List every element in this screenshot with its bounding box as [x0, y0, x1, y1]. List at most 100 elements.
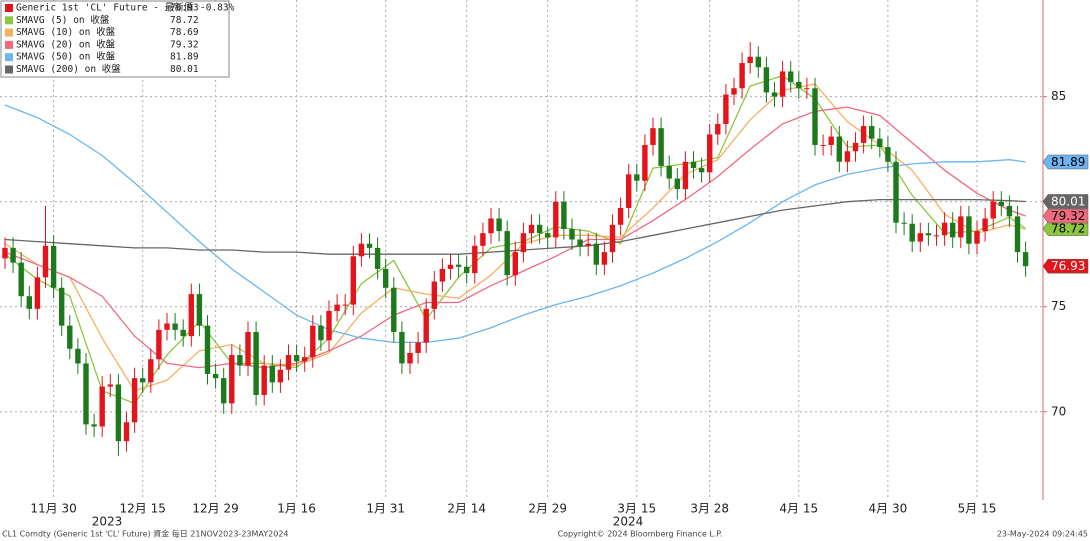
candle-body — [221, 378, 227, 404]
candle-body — [966, 216, 972, 244]
candle-body — [91, 424, 97, 427]
candle-body — [2, 247, 8, 259]
tag-box — [1042, 258, 1089, 274]
legend-label: SMAVG (200) on 收盤 — [16, 63, 121, 75]
candle-body — [788, 71, 794, 82]
x-tick-label: 4月 15 — [779, 502, 818, 516]
candle-body — [148, 359, 154, 383]
candle-body — [820, 144, 826, 146]
candle-body — [431, 281, 437, 309]
year-label: 2023 — [92, 515, 123, 529]
candle-body — [796, 81, 802, 89]
tag-label: 78.72 — [1051, 222, 1085, 236]
tag-box — [1042, 194, 1089, 209]
candle-body — [504, 231, 510, 276]
x-tick-label: 2月 29 — [528, 502, 567, 516]
candle-body — [950, 222, 956, 238]
legend-swatch — [5, 28, 13, 37]
candle-body — [269, 365, 275, 383]
candle-body — [383, 268, 389, 288]
candle-body — [140, 378, 146, 383]
candle-body — [917, 233, 923, 242]
tag-box — [1042, 208, 1089, 224]
candle-body — [107, 384, 113, 387]
candle-body — [634, 174, 640, 181]
candle-body — [180, 329, 186, 337]
candle-body — [674, 178, 680, 190]
candle-body — [941, 222, 948, 236]
footer-right: 23-May-2024 09:24:45 — [997, 530, 1088, 539]
candle-body — [739, 63, 745, 89]
candle-body — [188, 294, 194, 337]
candle-body — [488, 218, 494, 234]
candle-body — [496, 218, 502, 232]
tag-label: 76.93 — [1051, 259, 1085, 273]
y-tick-label: 70 — [1051, 404, 1066, 418]
legend-box — [0, 0, 230, 78]
candle-body — [601, 252, 608, 265]
candle-body — [852, 142, 859, 152]
candle-body — [617, 207, 624, 225]
candle-body — [1014, 216, 1021, 253]
candle-body — [83, 363, 89, 425]
candle-body — [561, 201, 567, 229]
candle-body — [318, 325, 324, 341]
candle-body — [609, 224, 616, 253]
candle-body — [998, 201, 1004, 206]
candle-body — [925, 233, 932, 236]
candle-body — [682, 161, 689, 190]
year-label: 2024 — [613, 515, 644, 529]
legend-label: SMAVG (50) on 收盤 — [16, 51, 116, 63]
candle-body — [860, 126, 867, 143]
candle-body — [99, 386, 105, 427]
candle-body — [293, 355, 300, 362]
candle-body — [172, 323, 178, 330]
candle-body — [131, 378, 138, 423]
legend-label: SMAVG (10) on 收盤 — [16, 26, 116, 38]
candle-body — [812, 88, 818, 145]
candle-body — [455, 264, 462, 267]
legend-label: SMAVG (20) on 收盤 — [16, 38, 116, 50]
candle-body — [893, 161, 899, 223]
marks — [2, 42, 1029, 456]
candle-body — [690, 161, 697, 169]
candle-body — [1006, 205, 1013, 217]
legend-swatch — [5, 40, 13, 49]
tag-label: 79.32 — [1051, 209, 1085, 223]
candle-body — [374, 247, 381, 269]
candle-body — [958, 216, 964, 238]
legend-value: 80.01 — [170, 64, 199, 75]
candle-body — [974, 231, 980, 244]
candle-body — [59, 287, 65, 326]
candle-body — [731, 88, 737, 95]
candle-body — [164, 323, 170, 330]
candle-body — [366, 243, 373, 248]
candle-body — [779, 71, 786, 97]
candle-body — [439, 268, 446, 282]
ma-line — [4, 106, 1026, 369]
x-tick-label: 3月 15 — [617, 502, 656, 516]
candle-body — [334, 304, 340, 311]
x-tick-label: 4月 30 — [869, 502, 908, 516]
x-tick-label: 12月 29 — [192, 502, 238, 516]
x-tick-label: 1月 31 — [366, 502, 405, 516]
candle-body — [909, 223, 915, 242]
tag-box — [1042, 154, 1089, 170]
candle-body — [326, 310, 332, 341]
candle-body — [245, 331, 251, 366]
tag-label: 80.01 — [1051, 194, 1085, 208]
x-tick-label: 3月 28 — [690, 502, 729, 516]
candle-body — [933, 235, 940, 237]
candle-body — [755, 56, 761, 68]
candle-body — [261, 365, 267, 395]
candle-body — [115, 384, 122, 442]
candle-body — [763, 67, 770, 93]
x-tick-label: 11月 30 — [30, 502, 76, 516]
legend-value: 78.69 — [170, 27, 199, 38]
candle-body — [545, 233, 551, 238]
legend-swatch — [5, 53, 13, 62]
